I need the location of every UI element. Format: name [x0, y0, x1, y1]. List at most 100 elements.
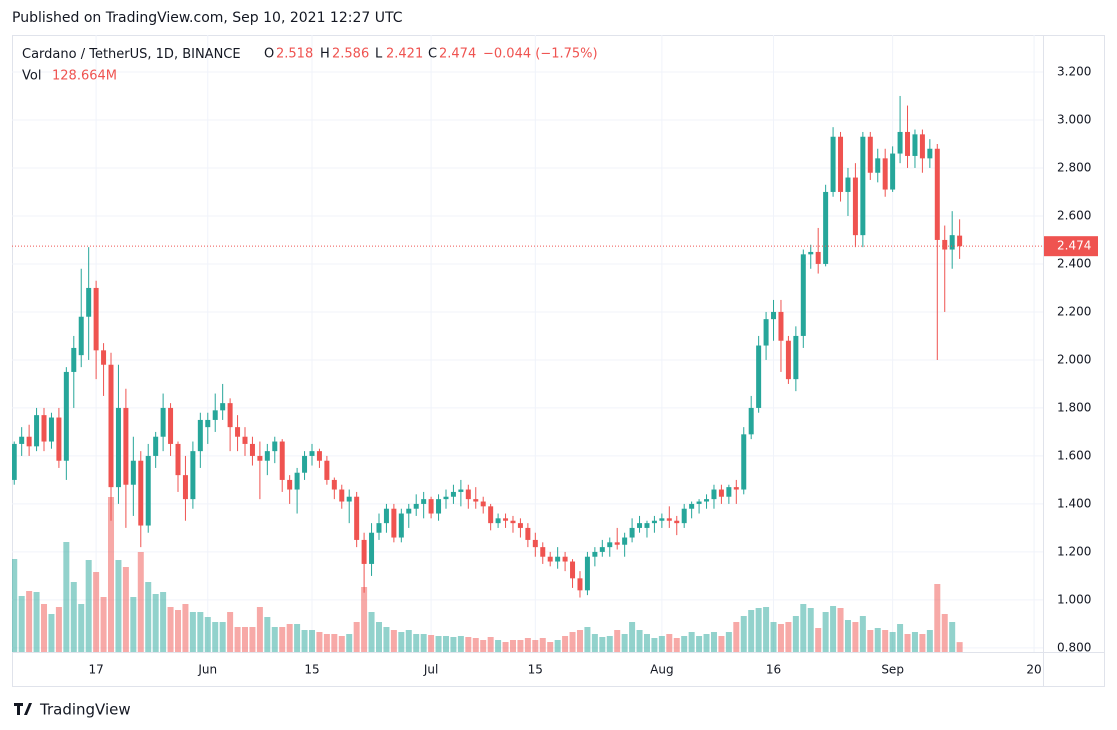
candle-body [34, 415, 40, 447]
candle-body [503, 518, 509, 521]
candle-body [182, 475, 188, 500]
candle-body [123, 407, 129, 485]
volume-bar [517, 640, 524, 652]
y-tick-label: 1.200 [1057, 544, 1091, 558]
candle-body [867, 136, 873, 173]
volume-bar [234, 627, 241, 652]
candle-body [830, 136, 836, 192]
volume-bar [934, 584, 941, 652]
candle-body [48, 417, 54, 442]
candle-body [748, 407, 754, 435]
x-tick-label: Jun [197, 663, 217, 677]
volume-bar [368, 612, 375, 652]
volume-bar [636, 630, 643, 652]
volume-bar [725, 632, 732, 652]
volume-bar [666, 634, 673, 652]
volume-bar [41, 604, 48, 652]
ohlc-value: 2.586 [332, 47, 369, 62]
x-tick-label: Jul [423, 663, 438, 677]
volume-bar [770, 622, 777, 652]
volume-bar [85, 560, 92, 652]
volume-bar [733, 622, 740, 652]
volume-bar [18, 596, 25, 652]
volume-bar [294, 624, 301, 652]
volume-bar [651, 638, 658, 652]
volume-bar [807, 608, 814, 652]
volume-bar [539, 638, 546, 652]
candle-body [733, 487, 739, 490]
candle-body [428, 499, 434, 514]
candle-body [666, 518, 672, 521]
volume-bar [718, 636, 725, 652]
candle-body [562, 556, 568, 562]
candle-body [741, 434, 747, 490]
candle-body [488, 506, 494, 524]
volume-bar [55, 607, 62, 652]
logo-text: TradingView [39, 701, 131, 719]
candle-body [651, 520, 657, 524]
candle-body [331, 479, 337, 490]
volume-bar [815, 628, 822, 652]
candle-body [480, 501, 486, 507]
candle-body [949, 235, 955, 250]
candle-body [316, 451, 322, 461]
published-header: Published on TradingView.com, Sep 10, 20… [12, 10, 403, 26]
volume-bar [413, 634, 420, 652]
volume-title: Vol [22, 69, 41, 84]
volume-bar [26, 591, 33, 652]
candle-body [473, 499, 479, 502]
volume-bar [189, 612, 196, 652]
volume-bar [93, 572, 100, 652]
volume-bar [562, 636, 569, 652]
volume-pane [12, 497, 963, 652]
volume-bar [599, 637, 606, 652]
volume-bar [256, 607, 263, 652]
candle-body [629, 527, 635, 538]
ohlc-label: L [375, 47, 383, 62]
candle-body [637, 523, 643, 528]
volume-bar [227, 612, 234, 652]
candle-body [279, 441, 285, 480]
volume-bar [696, 636, 703, 652]
candle-body [115, 407, 121, 488]
volume-bar [197, 612, 204, 652]
candle-body [942, 239, 948, 250]
volume-bar [576, 630, 583, 652]
volume-bar [926, 630, 933, 652]
candle-body [622, 537, 628, 545]
candle-body [205, 419, 211, 428]
volume-bar [591, 634, 598, 652]
y-tick-label: 3.200 [1057, 64, 1091, 78]
candle-body [421, 499, 427, 504]
candle-body [19, 436, 25, 444]
volume-bar [420, 634, 427, 652]
volume-bar [763, 607, 770, 652]
volume-bar [175, 610, 182, 652]
candle-body [369, 532, 375, 564]
candle-body [138, 460, 144, 526]
volume-bar [241, 627, 248, 652]
candle-body [957, 235, 963, 247]
x-tick-label: 15 [304, 663, 319, 677]
candle-body [584, 556, 590, 591]
y-tick-label: 1.000 [1057, 592, 1091, 606]
candle-body [912, 134, 918, 156]
candle-body [160, 407, 166, 437]
symbol-title: Cardano / TetherUS, 1D, BINANCE [22, 47, 241, 62]
candle-body [272, 441, 278, 452]
candle-body [175, 443, 181, 476]
candle-body [302, 455, 308, 473]
volume-bar [301, 630, 308, 652]
candle-body [711, 489, 717, 500]
candle-body [845, 177, 851, 192]
volume-bar [316, 632, 323, 652]
ohlc-value: 2.474 [439, 47, 476, 62]
volume-bar [487, 637, 494, 652]
candle-body [413, 503, 419, 509]
candle-body [905, 131, 911, 156]
candle-body [607, 542, 613, 548]
volume-bar [949, 622, 956, 652]
volume-bar [286, 624, 293, 652]
candle-body [287, 479, 293, 490]
